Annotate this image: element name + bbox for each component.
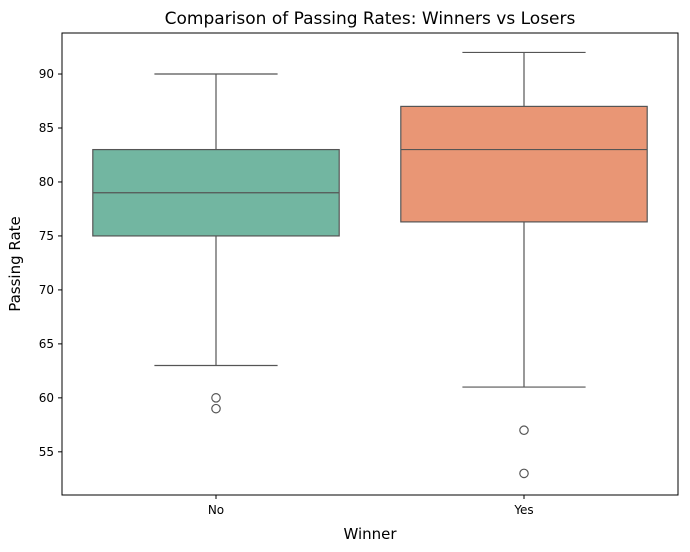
plot-frame — [61, 32, 679, 496]
outlier-point — [519, 468, 529, 479]
y-tick-label: 65 — [39, 337, 54, 351]
y-tick-label: 80 — [39, 175, 54, 189]
plot-area — [92, 51, 648, 479]
outlier-point — [519, 425, 529, 436]
x-axis: No Yes — [208, 495, 534, 517]
y-tick-label: 55 — [39, 445, 54, 459]
y-axis: 55 60 65 70 75 80 85 90 — [39, 67, 62, 459]
x-tick-label: Yes — [513, 503, 533, 517]
chart-title: Comparison of Passing Rates: Winners vs … — [165, 9, 576, 29]
y-axis-label: Passing Rate — [6, 216, 24, 312]
y-tick-label: 70 — [39, 283, 54, 297]
box-group-no — [92, 73, 340, 414]
y-tick-label: 75 — [39, 229, 54, 243]
outlier-point — [211, 393, 221, 403]
box-group-yes — [400, 51, 648, 479]
y-tick-label: 85 — [39, 121, 54, 135]
y-tick-label: 90 — [39, 67, 54, 81]
x-axis-label: Winner — [343, 525, 397, 543]
x-tick-label: No — [208, 503, 224, 517]
outlier-point — [211, 403, 221, 414]
y-tick-label: 60 — [39, 391, 54, 405]
iqr-box — [400, 105, 648, 223]
